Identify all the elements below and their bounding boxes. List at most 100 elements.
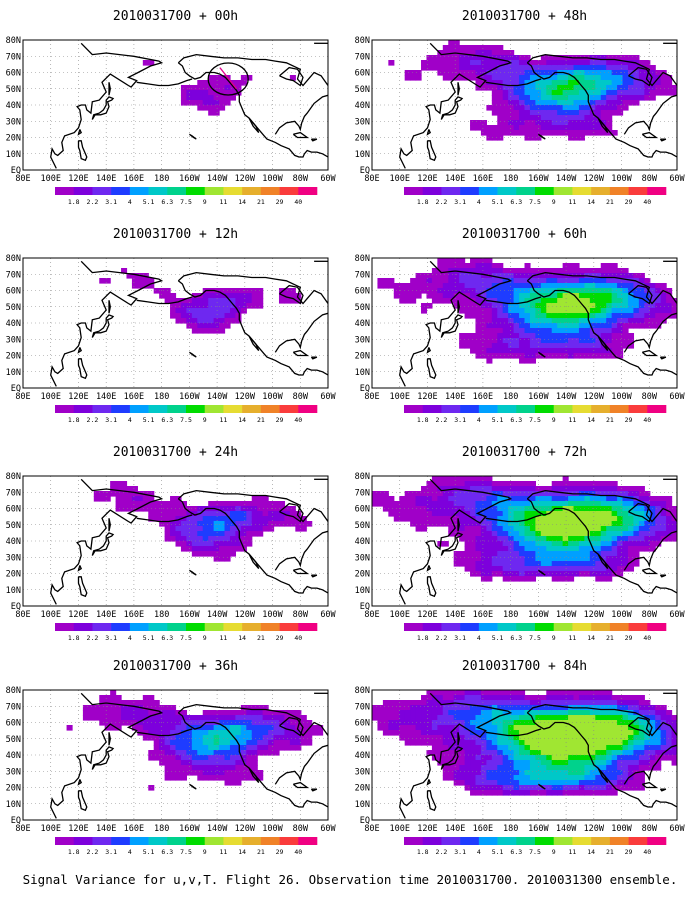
- field-cell: [562, 65, 569, 71]
- field-cell: [377, 278, 384, 284]
- coastline: [457, 82, 460, 96]
- field-cell: [240, 775, 247, 781]
- field-cell: [568, 115, 575, 121]
- coastline: [526, 271, 677, 305]
- colorbar-swatch: [647, 837, 667, 845]
- field-cell: [175, 750, 182, 756]
- field-cell: [513, 75, 520, 81]
- field-cell: [578, 700, 586, 706]
- field-cell: [175, 735, 182, 741]
- field-cell: [519, 526, 526, 532]
- field-cell: [573, 110, 580, 116]
- field-cell: [551, 348, 558, 354]
- colorbar-label: 29: [625, 634, 633, 642]
- field-cell: [421, 715, 428, 721]
- field-cell: [453, 526, 460, 532]
- field-cell: [88, 710, 95, 716]
- field-cell: [644, 288, 651, 294]
- field-cell: [633, 501, 640, 507]
- field-cell: [622, 531, 629, 537]
- field-cell: [508, 755, 515, 761]
- field-cell: [431, 506, 438, 512]
- field-cell: [208, 750, 215, 756]
- field-cell: [562, 561, 569, 567]
- field-cell: [589, 343, 596, 349]
- field-cell: [470, 720, 477, 726]
- field-cell: [627, 556, 635, 562]
- field-cell: [464, 556, 471, 562]
- field-cell: [644, 70, 651, 76]
- field-cell: [606, 273, 613, 279]
- field-cell: [186, 536, 193, 542]
- field-cell: [589, 536, 596, 542]
- field-cell: [251, 288, 258, 294]
- field-cell: [180, 526, 187, 532]
- field-cell: [660, 283, 667, 289]
- field-cell: [486, 125, 493, 131]
- field-cell: [649, 90, 656, 96]
- field-cell: [497, 283, 504, 289]
- colorbar-label: 5.1: [492, 634, 504, 642]
- field-cell: [137, 501, 144, 507]
- field-cell: [121, 268, 128, 274]
- field-cell: [513, 765, 520, 771]
- field-cell: [529, 75, 536, 81]
- field-cell: [421, 491, 428, 497]
- field-cell: [627, 343, 635, 349]
- colorbar-swatch: [260, 405, 280, 413]
- field-cell: [415, 501, 422, 507]
- field-cell: [475, 476, 482, 482]
- field-cell: [568, 481, 575, 487]
- field-cell: [600, 65, 607, 71]
- field-cell: [524, 755, 531, 761]
- field-cell: [502, 283, 509, 289]
- field-cell: [268, 715, 275, 721]
- field-cell: [262, 740, 269, 746]
- field-cell: [459, 775, 466, 781]
- field-cell: [622, 60, 629, 66]
- colorbar-swatch: [55, 837, 75, 845]
- field-cell: [289, 298, 296, 304]
- field-cell: [240, 531, 247, 537]
- field-cell: [115, 481, 122, 487]
- field-cell: [546, 90, 553, 96]
- field-cell: [546, 308, 553, 314]
- lat-tick-label: EQ: [11, 384, 21, 394]
- field-cell: [529, 293, 536, 299]
- field-cell: [546, 770, 553, 776]
- field-cell: [175, 303, 182, 309]
- field-cell: [208, 765, 215, 771]
- field-cell: [551, 755, 558, 761]
- field-cell: [606, 690, 613, 696]
- field-cell: [627, 705, 635, 711]
- field-cell: [513, 760, 520, 766]
- field-cell: [415, 526, 422, 532]
- field-cell: [382, 700, 389, 706]
- field-cell: [513, 725, 520, 731]
- field-cell: [464, 750, 471, 756]
- field-cell: [606, 491, 613, 497]
- field-cell: [388, 730, 395, 736]
- field-cell: [562, 353, 569, 359]
- field-cell: [606, 348, 613, 354]
- field-cell: [584, 333, 591, 339]
- field-cell: [573, 130, 580, 136]
- field-cell: [644, 526, 651, 532]
- field-cell: [219, 541, 226, 547]
- field-cell: [606, 531, 613, 537]
- field-cell: [519, 740, 526, 746]
- colorbar-swatch: [535, 623, 555, 631]
- field-cell: [475, 745, 482, 751]
- field-cell: [535, 95, 542, 101]
- field-cell: [573, 298, 580, 304]
- field-cell: [404, 70, 411, 76]
- field-cell: [638, 695, 645, 701]
- field-cell: [584, 770, 591, 776]
- colorbar-swatch: [73, 405, 93, 413]
- field-cell: [578, 501, 586, 507]
- field-cell: [627, 561, 635, 567]
- field-cell: [170, 730, 177, 736]
- field-cell: [606, 70, 613, 76]
- field-cell: [502, 323, 509, 329]
